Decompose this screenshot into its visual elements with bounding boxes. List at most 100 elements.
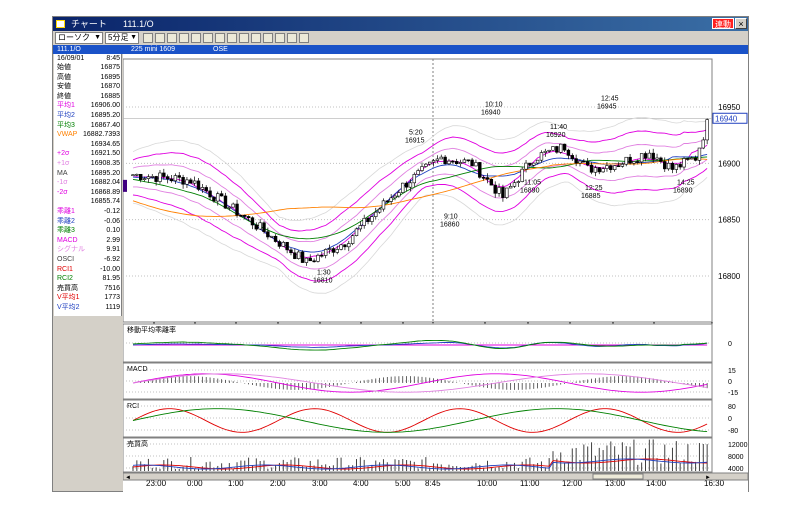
candle-body [439,156,443,160]
candle-body [431,160,436,163]
info-row: 高値 16895 [54,74,122,83]
candle-body [339,244,343,250]
candle-body [420,166,424,171]
info-row-value: -0.12 [104,208,120,215]
candle-body [347,243,351,248]
chart-type-select[interactable]: ローソク ▼ [55,32,103,44]
info-row: 16934.65 [54,141,122,150]
x-tick-label: 14:00 [646,479,667,488]
candle-body [485,177,490,180]
x-tick-label: 10:00 [477,479,498,488]
price-tag-box [712,112,748,124]
chart-area[interactable]: 16950 16900 16850 16800 16940 23:00 0:00 1:00 2:… [122,54,749,493]
info-row: -2σ 16868.89 [54,189,122,198]
candle-body [327,248,332,250]
table-icon[interactable] [179,33,189,43]
toolbar: ローソク ▼ 5分足 ▼ [53,31,748,45]
subpanel-tick-label: 0 [728,341,732,348]
bollinger-band-line [132,117,708,222]
candle-body [601,168,605,173]
candle-body [481,177,486,179]
candle-body [585,161,590,166]
settings-icon[interactable] [299,33,309,43]
main-panel-frame [122,58,713,323]
line-chart-icon[interactable] [155,33,165,43]
indicator-line [132,339,708,351]
info-row-value: 16934.65 [90,140,120,148]
candle-body [478,162,482,178]
candle-body [131,174,135,177]
candle-body [354,228,359,236]
candle-body [451,160,455,163]
ruler-icon[interactable] [203,33,213,43]
link-button[interactable]: 連動 [712,18,734,29]
info-row: 乖離2 -0.06 [54,218,122,227]
candle-body [462,159,467,163]
annotation-price: 16940 [481,109,501,116]
grid-icon[interactable] [191,33,201,43]
info-row: 平均2 16895.20 [54,112,122,121]
text-icon[interactable] [239,33,249,43]
info-row-label: 乖離3 [57,227,75,235]
annotation-time: 1:30 [317,270,331,277]
indicator-line [132,458,708,470]
candle-body [516,181,521,183]
annotation-time: 12:25 [585,185,603,192]
candle-body [177,175,181,178]
x-tick-label: 5:00 [395,479,411,488]
info-row-value: 16855.74 [90,198,120,206]
info-row: 平均1 16906.00 [54,102,122,111]
search-icon[interactable] [287,33,297,43]
info-row: シグナル 9.91 [54,246,122,255]
info-row: 乖離1 -0.12 [54,208,122,217]
pen-icon[interactable] [251,33,261,43]
candle-body [277,241,282,247]
eraser-icon[interactable] [263,33,273,43]
candle-body [616,165,621,167]
cross-icon[interactable] [215,33,225,43]
indicator-line [132,373,708,393]
info-row-label: 乖離1 [57,208,75,215]
info-row: V平均1 1773 [54,294,122,303]
close-icon[interactable]: × [735,18,747,29]
annotation-price: 16890 [673,188,693,195]
bollinger-band-line [132,168,708,282]
x-tick-label: 3:00 [312,479,328,488]
bar-chart-icon[interactable] [143,33,153,43]
indicator-line [132,408,708,433]
candle-body [682,158,686,168]
x-tick-label: 12:00 [562,479,583,488]
candle-body [620,163,625,167]
annotation-price: 16860 [440,221,460,228]
info-row: 売買高 7516 [54,285,122,294]
infobar-name: 225 mini 1609 [131,46,175,53]
left-panel-blank [54,317,122,477]
copy-icon[interactable] [275,33,285,43]
chart-svg[interactable]: 16950 16900 16850 16800 16940 23:00 0:00 1:00 2:… [122,54,749,493]
bollinger-band-line [132,129,708,232]
candle-body [663,161,667,170]
candle-body [362,217,366,226]
zoom-icon[interactable] [227,33,237,43]
candle-body [493,184,497,194]
x-tick-label: 0:00 [187,479,203,488]
candle-body [693,157,698,161]
app-icon [56,20,65,28]
window-symbol: 111.1/O [123,19,154,29]
title-bar[interactable]: チャート 111.1/O 連動 × [53,17,748,31]
candle-body [443,156,447,165]
info-row-value: 2.99 [106,236,120,244]
candle-body [593,167,598,173]
candle-chart-icon[interactable] [167,33,177,43]
candle-body [343,244,347,248]
candle-body [551,146,555,151]
info-row-value: 16906.00 [90,102,120,110]
info-row-value: 16895 [100,73,120,81]
interval-value: 5分足 [108,33,129,42]
candle-body [562,143,567,151]
candle-body [320,254,324,257]
interval-select[interactable]: 5分足 ▼ [105,32,139,44]
candle-body [686,158,690,160]
x-tick-label: 11:00 [520,479,540,488]
candle-body [582,160,586,163]
